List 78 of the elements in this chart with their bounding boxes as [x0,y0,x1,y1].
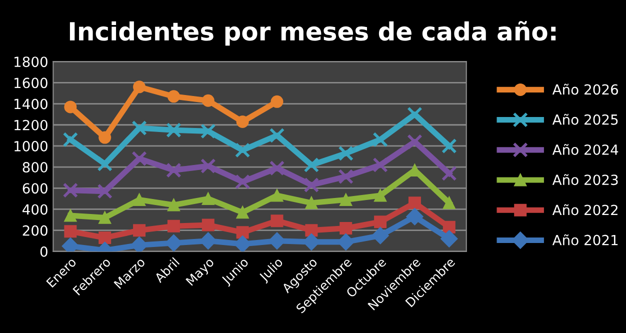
y-tick-label: 0 [40,246,48,257]
point [234,174,250,190]
point [340,193,352,206]
point [64,225,77,238]
y-tick-label: 1600 [14,78,48,88]
point [200,124,216,139]
y-tick-label: 1400 [14,98,48,110]
point [97,184,112,199]
point [62,182,78,198]
point [407,106,422,122]
point [64,100,77,114]
point [202,218,214,232]
point [440,230,458,248]
point [305,224,318,237]
point [98,231,112,244]
y-tick-label: 200 [22,225,48,236]
point [442,138,457,154]
legend-label: Año 2024 [552,144,618,155]
point [166,162,182,178]
point [269,160,285,176]
point [338,168,354,184]
point [372,227,389,244]
point [340,222,352,234]
point [202,94,214,107]
legend-label: Año 2022 [552,204,618,216]
point [270,214,284,228]
point [167,90,180,103]
point [166,122,182,138]
point [167,220,180,232]
legend-label: Año 2025 [552,114,618,125]
point [374,189,387,202]
chart-title: Incidentes por meses de cada año: [70,20,556,46]
point [442,196,456,210]
point [64,209,77,222]
legend-label: Año 2021 [552,234,618,246]
point [372,132,388,148]
point [133,80,146,94]
point [98,131,112,144]
point [304,177,320,193]
point [200,158,216,174]
point [270,189,284,202]
point [234,142,250,158]
point [270,95,284,108]
point [305,196,318,210]
point [408,196,421,210]
point [442,166,457,182]
y-tick-label: 400 [22,204,48,215]
point [407,134,422,150]
point [442,220,456,234]
point [338,146,354,161]
point [236,115,249,128]
y-tick-label: 800 [22,162,48,173]
point [132,150,147,166]
point [133,193,146,206]
point [372,157,388,173]
point [132,120,147,136]
point [133,224,146,237]
point [374,216,387,228]
y-tick-label: 1200 [14,120,48,130]
point [165,234,182,252]
point [130,236,148,252]
y-tick-label: 600 [22,183,48,194]
point [200,232,217,250]
point [234,235,252,252]
point [269,128,285,144]
point [406,208,424,226]
point [236,206,249,219]
point [62,132,78,148]
legend-label: Año 2023 [552,174,618,186]
point [304,157,320,173]
point [97,156,112,172]
point [202,192,214,205]
y-tick-label: 1000 [14,140,48,152]
point [167,198,180,212]
point [98,211,112,224]
y-tick-label: 1800 [14,56,48,68]
point [236,226,249,239]
legend-label: Año 2026 [552,84,618,95]
